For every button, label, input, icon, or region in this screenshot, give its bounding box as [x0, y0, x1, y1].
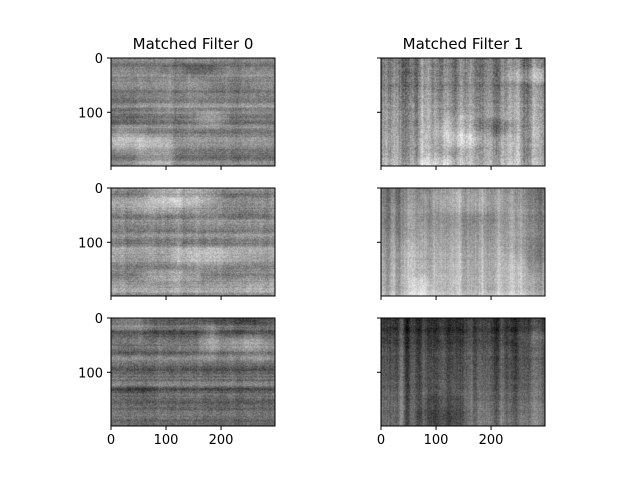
heatmap-panel-r2-c0: 0 100 200 0 100 — [78, 312, 276, 448]
heatmap-image — [381, 58, 545, 166]
heatmap-panel-r1-c1 — [377, 187, 546, 300]
heatmap-image — [381, 188, 545, 296]
heatmap-image — [111, 58, 275, 166]
heatmap-image — [381, 318, 545, 426]
column-titles: Matched Filter 0 Matched Filter 1 — [133, 35, 524, 53]
x-tick-label: 0 — [377, 433, 385, 448]
y-tick-label: 100 — [78, 106, 103, 121]
y-tick-label: 100 — [78, 236, 103, 251]
heatmap-panel-r1-c0: 0 100 — [78, 182, 276, 300]
heatmap-panel-r0-c1 — [377, 57, 546, 170]
column-title-1: Matched Filter 1 — [403, 35, 524, 53]
x-tick-label: 200 — [209, 433, 234, 448]
y-tick-label: 0 — [95, 312, 103, 327]
heatmap-image — [111, 318, 275, 426]
x-tick-label: 0 — [107, 433, 115, 448]
heatmap-panel-r2-c1: 0 100 200 — [377, 317, 546, 448]
x-tick-label: 100 — [154, 433, 179, 448]
heatmap-panel-r0-c0: 0 100 — [78, 52, 276, 170]
y-tick-label: 100 — [78, 366, 103, 381]
x-tick-label: 100 — [424, 433, 449, 448]
y-tick-label: 0 — [95, 182, 103, 197]
column-title-0: Matched Filter 0 — [133, 35, 254, 53]
heatmap-panels: 0 100 0 100 0 100 200 0 100 0 100 200 — [78, 52, 546, 448]
x-tick-label: 200 — [479, 433, 504, 448]
y-tick-label: 0 — [95, 52, 103, 67]
heatmap-image — [111, 188, 275, 296]
